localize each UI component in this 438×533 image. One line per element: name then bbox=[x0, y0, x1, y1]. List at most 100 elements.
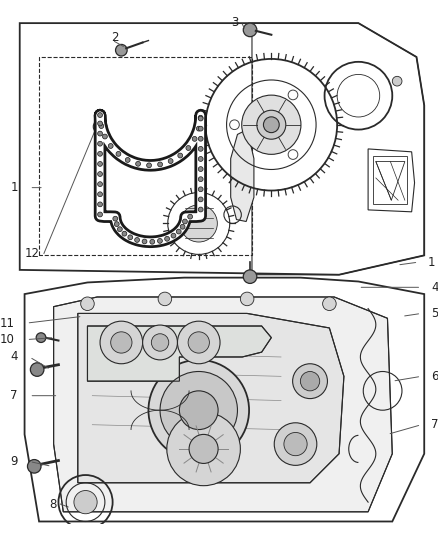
Circle shape bbox=[28, 459, 41, 473]
Circle shape bbox=[98, 141, 102, 146]
Circle shape bbox=[98, 131, 102, 136]
Circle shape bbox=[243, 270, 257, 284]
Circle shape bbox=[198, 115, 203, 120]
Circle shape bbox=[74, 490, 97, 514]
Text: 5: 5 bbox=[431, 307, 438, 320]
Text: 3: 3 bbox=[231, 15, 238, 29]
Circle shape bbox=[160, 372, 237, 449]
Text: 6: 6 bbox=[431, 370, 438, 383]
Circle shape bbox=[196, 126, 201, 131]
Circle shape bbox=[152, 334, 169, 351]
Circle shape bbox=[198, 147, 203, 151]
Circle shape bbox=[98, 212, 102, 217]
Text: 2: 2 bbox=[111, 31, 118, 44]
Circle shape bbox=[165, 236, 170, 241]
Circle shape bbox=[178, 153, 183, 158]
Circle shape bbox=[143, 325, 177, 360]
Circle shape bbox=[180, 205, 217, 242]
Circle shape bbox=[323, 297, 336, 311]
Circle shape bbox=[93, 120, 107, 133]
Circle shape bbox=[108, 143, 113, 148]
Circle shape bbox=[158, 162, 162, 167]
Circle shape bbox=[177, 229, 181, 234]
Circle shape bbox=[98, 121, 102, 126]
Circle shape bbox=[98, 192, 102, 197]
Circle shape bbox=[186, 146, 191, 150]
Circle shape bbox=[125, 158, 130, 163]
Circle shape bbox=[122, 231, 127, 236]
Circle shape bbox=[198, 207, 203, 212]
Circle shape bbox=[158, 292, 172, 306]
Circle shape bbox=[147, 163, 152, 168]
Circle shape bbox=[142, 239, 147, 244]
Text: 7: 7 bbox=[11, 389, 18, 402]
Circle shape bbox=[168, 159, 173, 164]
Circle shape bbox=[98, 202, 102, 207]
Circle shape bbox=[36, 333, 46, 343]
Text: 8: 8 bbox=[49, 498, 57, 511]
Circle shape bbox=[274, 423, 317, 465]
Circle shape bbox=[183, 219, 187, 224]
Text: 7: 7 bbox=[431, 418, 438, 431]
Circle shape bbox=[257, 110, 286, 139]
Circle shape bbox=[102, 134, 107, 139]
Circle shape bbox=[240, 292, 254, 306]
Circle shape bbox=[98, 182, 102, 187]
Circle shape bbox=[198, 126, 203, 131]
Circle shape bbox=[263, 117, 279, 133]
Circle shape bbox=[198, 136, 203, 141]
Polygon shape bbox=[53, 297, 392, 512]
Circle shape bbox=[136, 161, 141, 166]
Circle shape bbox=[300, 372, 320, 391]
Text: 9: 9 bbox=[11, 455, 18, 468]
Text: 4: 4 bbox=[431, 281, 438, 294]
Circle shape bbox=[392, 76, 402, 86]
Circle shape bbox=[30, 363, 44, 376]
Circle shape bbox=[134, 238, 139, 243]
Circle shape bbox=[117, 227, 122, 232]
Circle shape bbox=[113, 216, 118, 221]
Circle shape bbox=[284, 432, 307, 456]
Circle shape bbox=[81, 297, 94, 311]
Circle shape bbox=[177, 321, 220, 364]
Circle shape bbox=[98, 112, 102, 117]
Circle shape bbox=[243, 23, 257, 37]
Circle shape bbox=[100, 321, 143, 364]
Circle shape bbox=[198, 187, 203, 192]
Circle shape bbox=[180, 224, 185, 229]
Circle shape bbox=[288, 150, 298, 159]
Circle shape bbox=[198, 177, 203, 182]
Text: 1: 1 bbox=[428, 256, 436, 269]
Polygon shape bbox=[88, 326, 271, 381]
Polygon shape bbox=[78, 313, 344, 483]
Circle shape bbox=[180, 391, 218, 430]
Circle shape bbox=[188, 332, 209, 353]
Text: 1: 1 bbox=[11, 181, 18, 194]
Circle shape bbox=[242, 95, 301, 155]
Circle shape bbox=[189, 434, 218, 463]
Circle shape bbox=[198, 157, 203, 161]
Circle shape bbox=[171, 233, 176, 238]
Circle shape bbox=[128, 235, 133, 240]
Circle shape bbox=[288, 90, 298, 100]
Circle shape bbox=[198, 116, 203, 121]
Circle shape bbox=[114, 222, 119, 227]
Text: 4: 4 bbox=[11, 351, 18, 364]
Circle shape bbox=[198, 167, 203, 172]
Circle shape bbox=[293, 364, 328, 399]
Circle shape bbox=[98, 151, 102, 156]
Circle shape bbox=[158, 238, 162, 243]
Circle shape bbox=[116, 151, 121, 156]
Circle shape bbox=[111, 332, 132, 353]
Text: 11: 11 bbox=[0, 317, 15, 329]
Circle shape bbox=[98, 172, 102, 176]
Circle shape bbox=[188, 214, 193, 219]
Text: 10: 10 bbox=[0, 333, 15, 346]
Circle shape bbox=[98, 161, 102, 166]
Circle shape bbox=[116, 44, 127, 56]
Circle shape bbox=[148, 360, 249, 461]
Circle shape bbox=[198, 197, 203, 202]
Circle shape bbox=[99, 124, 104, 128]
Circle shape bbox=[192, 136, 197, 141]
Circle shape bbox=[167, 412, 240, 486]
